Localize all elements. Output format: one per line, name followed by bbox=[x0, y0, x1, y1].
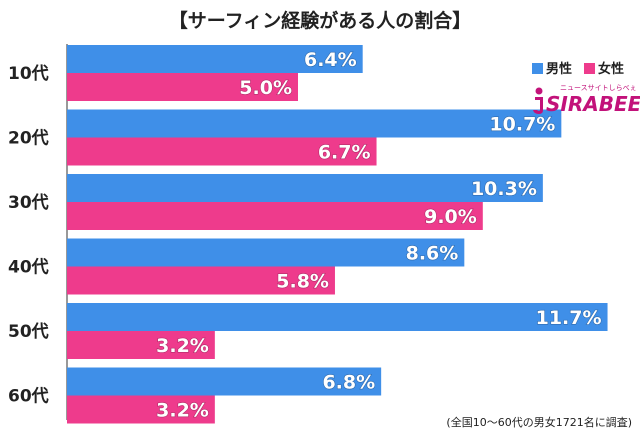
bar-male bbox=[67, 238, 465, 267]
bar-male bbox=[67, 174, 543, 202]
bar-female bbox=[67, 137, 377, 166]
category-label: 50代 bbox=[8, 321, 49, 342]
bar-female bbox=[67, 331, 215, 359]
bar-male bbox=[67, 367, 382, 396]
brand-name: SIRABEE bbox=[546, 92, 640, 116]
brand-tagline: ニュースサイトしらべぇ bbox=[560, 84, 637, 92]
category-label: 20代 bbox=[8, 128, 49, 149]
bar-female bbox=[67, 73, 298, 101]
category-label: 30代 bbox=[8, 192, 49, 213]
bar-value-label: 10.7% bbox=[489, 114, 555, 136]
bars-group bbox=[67, 45, 608, 424]
bar-value-label: 5.8% bbox=[276, 271, 329, 293]
bar-value-label: 6.4% bbox=[304, 49, 357, 71]
bar-female bbox=[67, 266, 335, 295]
bar-value-label: 6.8% bbox=[322, 372, 375, 394]
bar-male bbox=[67, 303, 608, 331]
category-labels: 10代 20代 30代 40代 50代 60代 bbox=[8, 63, 49, 407]
category-label: 40代 bbox=[8, 257, 49, 278]
legend-swatch-female bbox=[584, 63, 595, 74]
bar-value-label: 6.7% bbox=[318, 142, 371, 164]
bar-value-label: 10.3% bbox=[471, 178, 537, 200]
legend-swatch-male bbox=[532, 63, 543, 74]
bar-value-label: 3.2% bbox=[156, 335, 209, 357]
category-label: 10代 bbox=[8, 63, 49, 84]
legend-label-female: 女性 bbox=[598, 61, 624, 77]
bar-male bbox=[67, 45, 363, 73]
value-labels: 6.4% 5.0% 10.7% 6.7% 10.3% 9.0% 8.6% 5.8% 11.7% 3… bbox=[156, 48, 603, 422]
legend-label-male: 男性 bbox=[546, 61, 572, 77]
bar-value-label: 9.0% bbox=[424, 206, 477, 228]
bar-value-label: 8.6% bbox=[406, 243, 459, 265]
bar-value-label: 11.7% bbox=[536, 307, 602, 329]
bar-female bbox=[67, 395, 215, 424]
bar-value-label: 5.0% bbox=[239, 77, 292, 99]
legend: 男性 女性 bbox=[532, 61, 624, 77]
brand-logo: ニュースサイトしらべぇ SIRABEE bbox=[533, 84, 640, 116]
chart-title: 【サーフィン経験がある人の割合】 bbox=[169, 9, 471, 32]
bar-value-label: 3.2% bbox=[156, 400, 209, 422]
category-label: 60代 bbox=[8, 386, 49, 407]
survey-note: (全国10〜60代の男女1721名に調査) bbox=[446, 415, 632, 429]
bar-male bbox=[67, 109, 562, 138]
bar-female bbox=[67, 202, 483, 230]
brand-i-icon bbox=[533, 87, 543, 114]
